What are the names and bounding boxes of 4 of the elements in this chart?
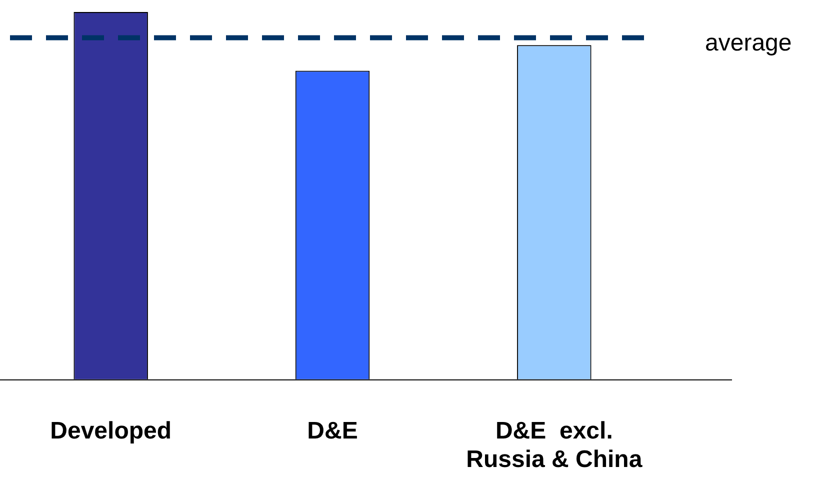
x-tick-label: D&E: [307, 417, 358, 444]
x-tick-label: D&E excl. Russia & China: [466, 417, 643, 474]
ref-line-label: average: [705, 29, 792, 56]
x-tick-label: Developed: [50, 417, 172, 444]
